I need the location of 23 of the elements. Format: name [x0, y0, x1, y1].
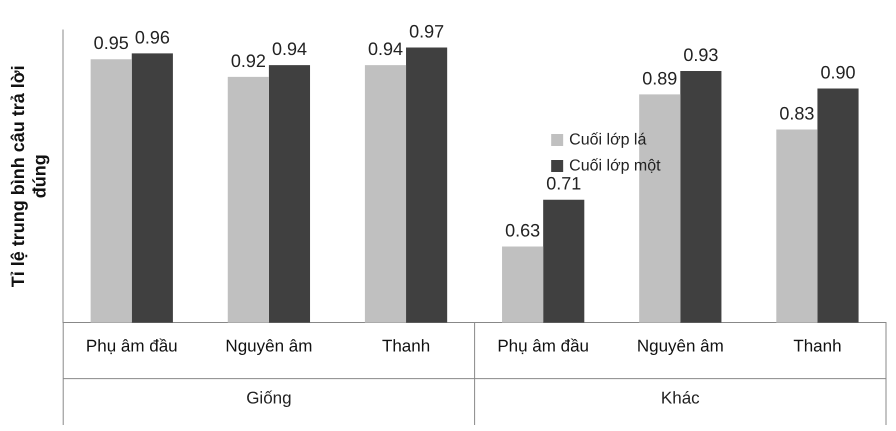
data-label: 0.94 [272, 39, 307, 60]
data-label: 0.90 [820, 62, 856, 82]
legend-label: Cuối lớp một [569, 157, 662, 174]
x-tick-label: Thanh [382, 336, 430, 356]
data-label: 0.94 [368, 39, 403, 60]
text: Giống [246, 388, 292, 408]
x-tick-label: Thanh [793, 336, 842, 356]
y-axis-title: Tỉ lệ trung bình câu trả lời đúng [8, 65, 50, 288]
x-tick-label: Nguyên âm [225, 336, 312, 356]
x-tick-label: Phụ âm đầu [497, 336, 590, 356]
x-tick-label: Nguyên âm [636, 336, 724, 356]
data-label: 0.93 [683, 44, 718, 65]
data-label: 0.95 [94, 33, 129, 54]
data-label: 0.92 [230, 50, 266, 71]
data-label: 0.71 [546, 174, 582, 194]
data-label: 0.63 [505, 220, 540, 240]
text: Khác [660, 388, 700, 408]
data-label: 0.96 [134, 27, 170, 48]
data-label: 0.83 [779, 103, 814, 124]
data-label: 0.97 [409, 22, 444, 42]
data-label: 0.89 [642, 68, 678, 88]
legend-label: Cuối lớp lá [569, 131, 646, 148]
x-tick-label: Phụ âm đầu [86, 336, 178, 356]
